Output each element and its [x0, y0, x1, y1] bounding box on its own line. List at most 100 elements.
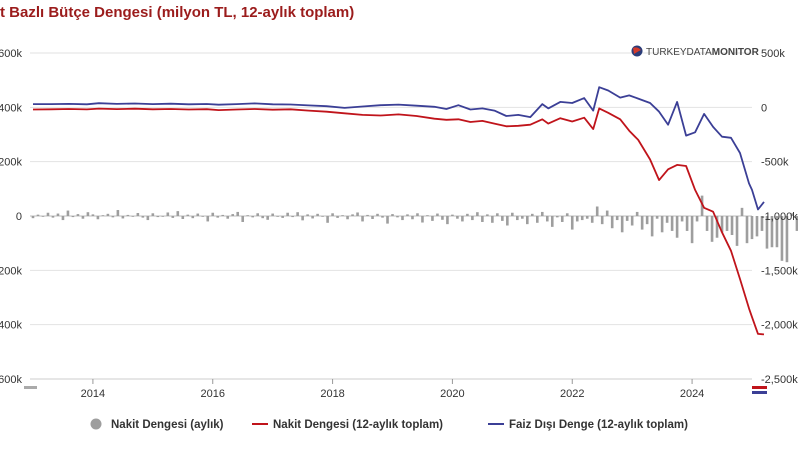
legend[interactable]: Nakit Dengesi (aylık) Nakit Dengesi (12-a…: [90, 418, 689, 432]
bar-mark: [426, 215, 429, 216]
bar-mark: [595, 206, 599, 216]
bar-mark: [51, 216, 55, 218]
bar-mark: [341, 215, 344, 216]
bar-mark: [336, 216, 339, 218]
bar-mark: [496, 213, 499, 216]
bar-mark: [41, 216, 45, 217]
bar-mark: [526, 216, 529, 225]
bar-mark: [635, 211, 639, 216]
bar-mark: [516, 216, 519, 221]
bar-mark: [176, 211, 180, 216]
bar-mark: [461, 216, 464, 222]
bar-mark: [471, 216, 474, 221]
bar-mark: [181, 216, 185, 219]
legend-item[interactable]: Nakit Dengesi (12-aylık toplam): [252, 419, 443, 431]
bar-mark: [441, 216, 444, 220]
bar-mark: [590, 216, 594, 223]
bar-mark: [136, 213, 140, 216]
bar-mark: [106, 213, 110, 216]
bar-mark: [281, 216, 284, 218]
bar-mark: [545, 216, 549, 222]
brand-text-light: TURKEYDATA: [646, 47, 712, 58]
legend-label: Faiz Dışı Denge (12-aylık toplam): [509, 419, 688, 431]
bar-mark: [111, 216, 115, 218]
bar-mark: [700, 195, 704, 216]
x-tick-label: 2016: [201, 388, 225, 400]
bar-mark: [361, 216, 364, 222]
bar-mark: [101, 215, 105, 216]
bar-mark: [201, 216, 205, 217]
bar-mark: [66, 210, 70, 216]
bar-mark: [745, 216, 749, 244]
bar-mark: [191, 216, 195, 219]
bar-mark: [376, 213, 379, 216]
bar-mark: [226, 216, 230, 219]
x-tick-label: 2020: [440, 388, 464, 400]
right-tick-label: -2,000k: [761, 320, 798, 332]
bar-mark: [550, 216, 554, 227]
bar-mark: [720, 216, 724, 233]
bar-mark: [695, 216, 699, 222]
bar-mark: [640, 216, 644, 230]
bar-mark: [705, 216, 709, 231]
bar-mark: [466, 213, 469, 216]
bar-mark: [710, 216, 714, 242]
globe-logo-accent: [633, 47, 641, 54]
bar-mark: [610, 216, 614, 229]
bar-mark: [715, 216, 719, 238]
bar-mark: [256, 213, 259, 216]
bar-mark: [565, 213, 569, 216]
bar-mark: [301, 216, 304, 221]
bar-mark: [81, 216, 85, 219]
bar-mark: [121, 216, 125, 219]
bar-mark: [76, 214, 80, 216]
bar-mark: [675, 216, 679, 238]
bar-mark: [755, 216, 759, 237]
bar-mark: [271, 213, 274, 216]
bar-mark: [236, 211, 240, 216]
bar-mark: [540, 211, 544, 216]
x-tick-label: 2022: [560, 388, 584, 400]
bar-mark: [560, 216, 564, 222]
bar-mark: [96, 216, 100, 220]
bar-mark: [221, 214, 225, 216]
bar-mark: [116, 210, 120, 216]
bar-mark: [131, 216, 135, 217]
bar-mark: [535, 216, 539, 223]
right-tick-label: 0: [761, 102, 767, 114]
bar-mark: [31, 216, 35, 219]
bar-mark: [456, 216, 459, 219]
x-tick-label: 2014: [81, 388, 105, 400]
legend-item[interactable]: Nakit Dengesi (aylık): [90, 418, 224, 432]
bar-mark: [620, 216, 624, 233]
left-tick-label: -600k: [0, 374, 22, 386]
bar-mark: [306, 214, 309, 216]
right-axis-ticks: 500k 0 -500k -1,000k -1,500k -2,000k -2,500k: [761, 48, 798, 386]
bar-mark: [151, 213, 155, 216]
bar-mark: [600, 216, 604, 225]
bar-mark: [506, 216, 509, 226]
bar-mark: [196, 213, 200, 216]
bar-mark: [166, 212, 170, 216]
bar-mark: [780, 216, 784, 261]
bar-mark: [685, 216, 689, 231]
navigator-handle-right-top[interactable]: [752, 386, 767, 389]
legend-item[interactable]: Faiz Dışı Denge (12-aylık toplam): [488, 419, 688, 431]
bar-mark: [501, 216, 504, 221]
bar-mark: [246, 215, 249, 216]
bar-series-nakit-dengesi-aylik: [31, 195, 798, 263]
bar-mark: [401, 216, 404, 221]
bar-mark: [795, 216, 798, 231]
bar-mark: [126, 214, 130, 216]
navigator-handle-left[interactable]: [24, 386, 37, 389]
bar-mark: [725, 216, 729, 231]
left-tick-label: 200k: [0, 157, 22, 169]
left-axis-ticks: 600k 400k 200k 0 -200k -400k -600k: [0, 48, 22, 386]
bar-mark: [211, 212, 215, 216]
line-series-group: [32, 86, 765, 336]
right-tick-label: -500k: [761, 157, 789, 169]
bar-mark: [790, 213, 794, 216]
bar-mark: [531, 213, 534, 216]
bar-mark: [575, 216, 579, 222]
bar-mark: [476, 212, 479, 216]
